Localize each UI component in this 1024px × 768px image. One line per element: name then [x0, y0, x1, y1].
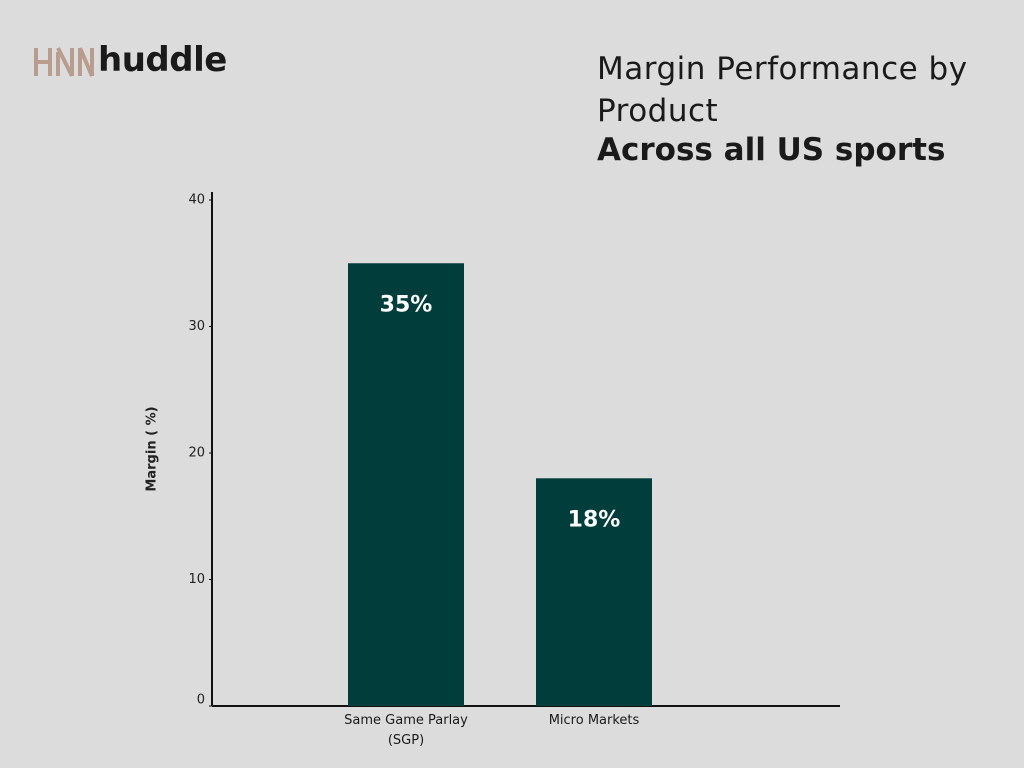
brand: huddle: [98, 40, 227, 80]
y-axis-label: Margin ( %): [145, 406, 160, 491]
chart-title: Margin Performance by Product: [597, 51, 968, 129]
y-tick-label: 10: [188, 572, 205, 587]
value-label: 18%: [568, 507, 621, 532]
x-tick-label: Micro Markets: [548, 713, 640, 728]
logo-icon: [34, 47, 94, 77]
bar: [536, 478, 652, 706]
value-label: 35%: [380, 292, 433, 317]
x-tick-label: Same Game Parlay (SGP): [344, 713, 468, 748]
y-tick-label: 20: [188, 446, 205, 461]
y-tick-label: 40: [188, 193, 205, 208]
y-tick-label: 0: [197, 693, 205, 708]
chart-subtitle: Across all US sports: [597, 132, 946, 168]
bar: [348, 263, 464, 706]
y-tick-label: 30: [188, 319, 205, 334]
